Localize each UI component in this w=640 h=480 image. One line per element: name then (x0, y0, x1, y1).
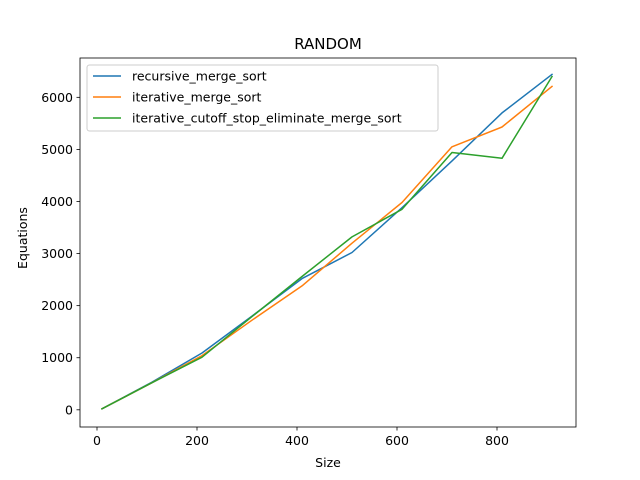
chart-title: RANDOM (294, 35, 362, 53)
x-tick-label: 0 (93, 433, 101, 448)
y-tick-label: 3000 (41, 246, 73, 261)
y-axis-label: Equations (15, 207, 30, 269)
y-tick-label: 0 (65, 402, 73, 417)
y-tick-label: 2000 (41, 298, 73, 313)
y-tick-label: 6000 (41, 90, 73, 105)
y-tick-label: 1000 (41, 350, 73, 365)
legend-label: recursive_merge_sort (132, 69, 267, 84)
x-tick-label: 400 (285, 433, 309, 448)
x-tick-label: 600 (385, 433, 409, 448)
x-tick-label: 200 (185, 433, 209, 448)
x-axis-label: Size (315, 455, 341, 470)
y-tick-label: 4000 (41, 194, 73, 209)
y-tick-label: 5000 (41, 142, 73, 157)
x-tick-label: 800 (485, 433, 509, 448)
legend: recursive_merge_sort iterative_merge_sort… (87, 65, 438, 131)
legend-label: iterative_cutoff_stop_eliminate_merge_so… (132, 111, 402, 126)
legend-label: iterative_merge_sort (132, 90, 262, 105)
